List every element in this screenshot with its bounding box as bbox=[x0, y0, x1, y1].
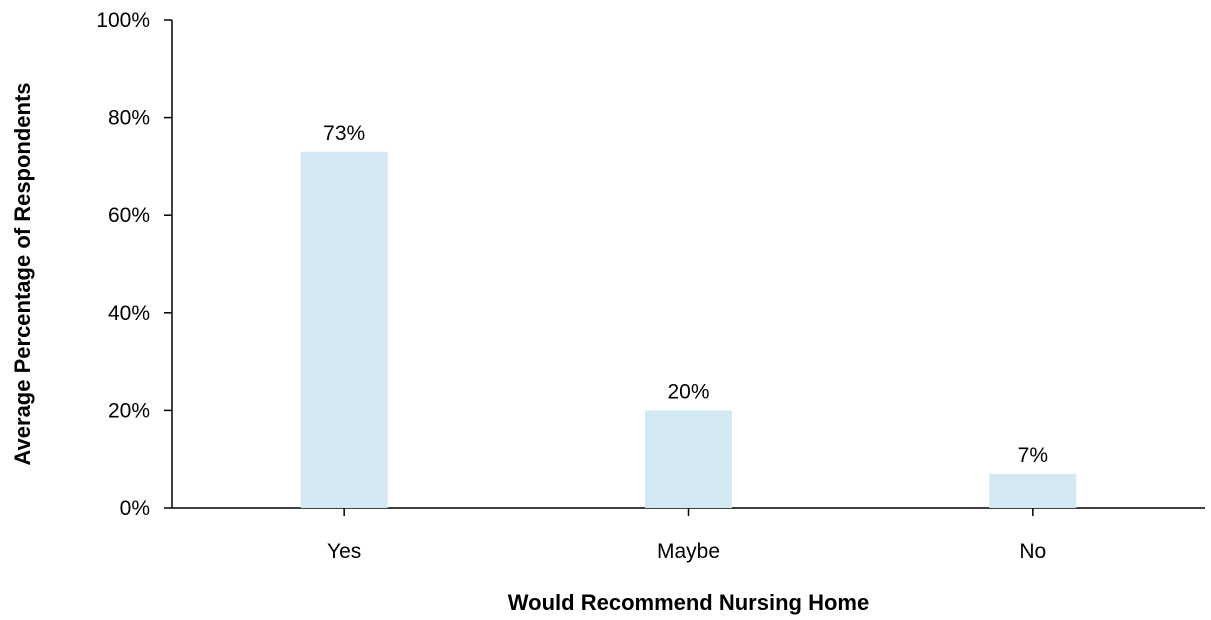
data-labels: 73% 20% 7% bbox=[323, 122, 1048, 467]
x-tick-label: No bbox=[1019, 540, 1046, 563]
x-tick-label: Maybe bbox=[657, 540, 720, 563]
y-tick-label: 40% bbox=[108, 302, 150, 325]
x-axis-title: Would Recommend Nursing Home bbox=[508, 590, 869, 615]
y-tick-label: 60% bbox=[108, 204, 150, 227]
data-label: 20% bbox=[667, 380, 709, 403]
bar-maybe bbox=[645, 410, 732, 508]
data-label: 73% bbox=[323, 122, 365, 145]
bar-yes bbox=[300, 151, 388, 508]
y-tick-label: 80% bbox=[108, 107, 150, 130]
y-tick-label: 100% bbox=[96, 9, 150, 32]
y-tick-label: 0% bbox=[120, 497, 150, 520]
y-tick-label: 20% bbox=[108, 399, 150, 422]
bars bbox=[300, 151, 1077, 508]
x-axis: Yes Maybe No bbox=[172, 507, 1205, 563]
bar-no bbox=[989, 473, 1077, 508]
x-tick-label: Yes bbox=[327, 540, 361, 563]
y-axis: 0% 20% 40% 60% 80% 100% bbox=[96, 9, 173, 520]
y-axis-title: Average Percentage of Respondents bbox=[10, 82, 35, 465]
data-label: 7% bbox=[1018, 444, 1048, 467]
